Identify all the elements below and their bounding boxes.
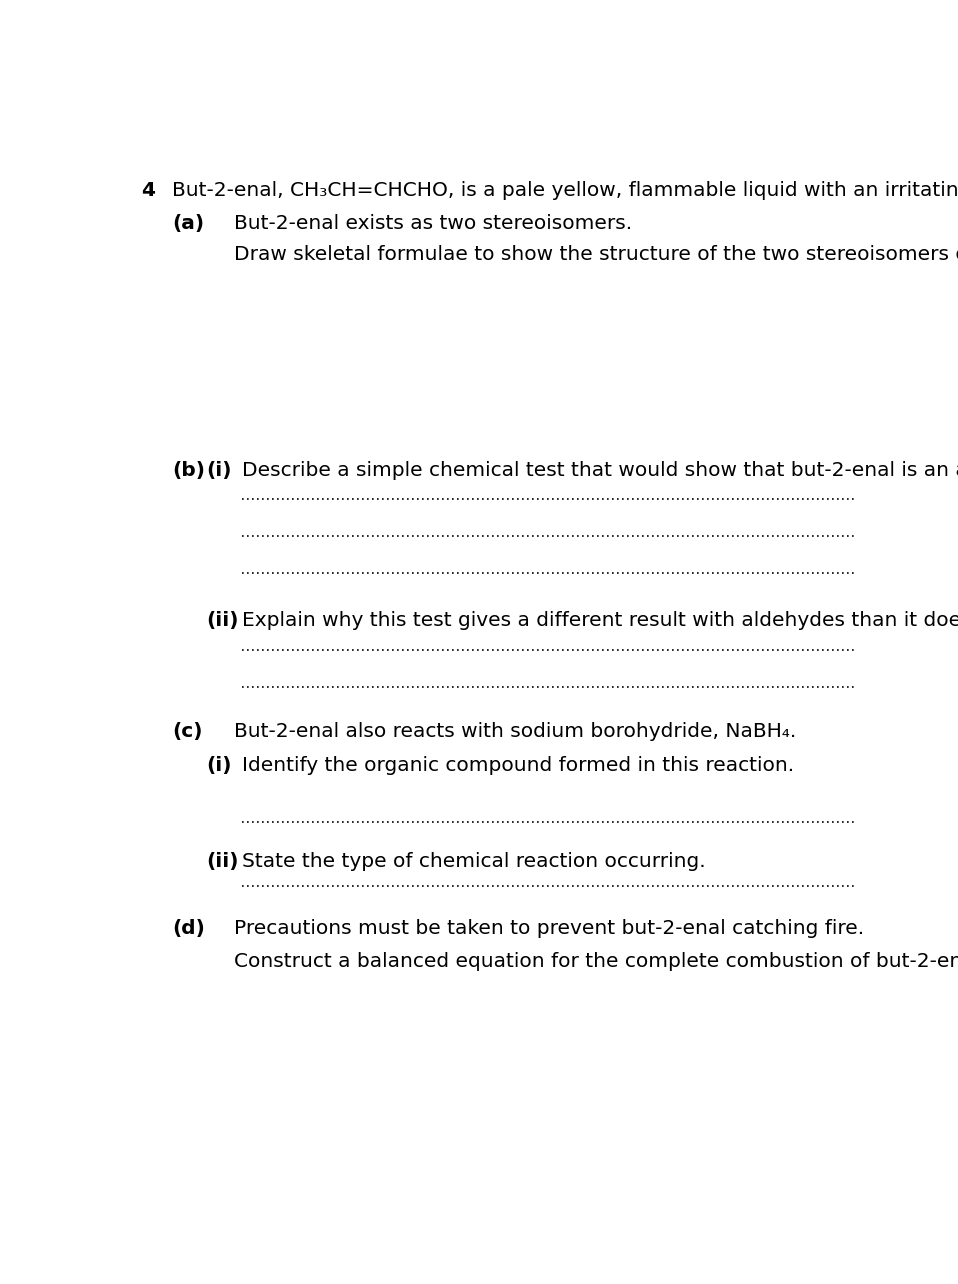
Text: But-2-enal also reacts with sodium borohydride, NaBH₄.: But-2-enal also reacts with sodium boroh…: [235, 723, 797, 741]
Text: (b): (b): [172, 461, 205, 479]
Text: Identify the organic compound formed in this reaction.: Identify the organic compound formed in …: [242, 756, 794, 776]
Text: Describe a simple chemical test that would show that but-2-enal is an aldehyde.: Describe a simple chemical test that wou…: [242, 461, 958, 479]
Text: Explain why this test gives a different result with aldehydes than it does with : Explain why this test gives a different …: [242, 611, 958, 630]
Text: Precautions must be taken to prevent but-2-enal catching fire.: Precautions must be taken to prevent but…: [235, 919, 864, 939]
Text: (c): (c): [172, 723, 203, 741]
Text: Draw skeletal formulae to show the structure of the two stereoisomers of but-2-e: Draw skeletal formulae to show the struc…: [235, 245, 958, 265]
Text: But-2-enal, CH₃CH=CHCHO, is a pale yellow, flammable liquid with an irritating o: But-2-enal, CH₃CH=CHCHO, is a pale yello…: [172, 181, 958, 200]
Text: (a): (a): [172, 214, 205, 234]
Text: (ii): (ii): [207, 851, 240, 871]
Text: But-2-enal exists as two stereoisomers.: But-2-enal exists as two stereoisomers.: [235, 214, 632, 234]
Text: (i): (i): [207, 756, 232, 776]
Text: Construct a balanced equation for the complete combustion of but-2-enal, C₄H₆O.: Construct a balanced equation for the co…: [235, 951, 958, 971]
Text: (ii): (ii): [207, 611, 240, 630]
Text: (d): (d): [172, 919, 205, 939]
Text: (i): (i): [207, 461, 232, 479]
Text: 4: 4: [142, 181, 155, 200]
Text: State the type of chemical reaction occurring.: State the type of chemical reaction occu…: [242, 851, 706, 871]
